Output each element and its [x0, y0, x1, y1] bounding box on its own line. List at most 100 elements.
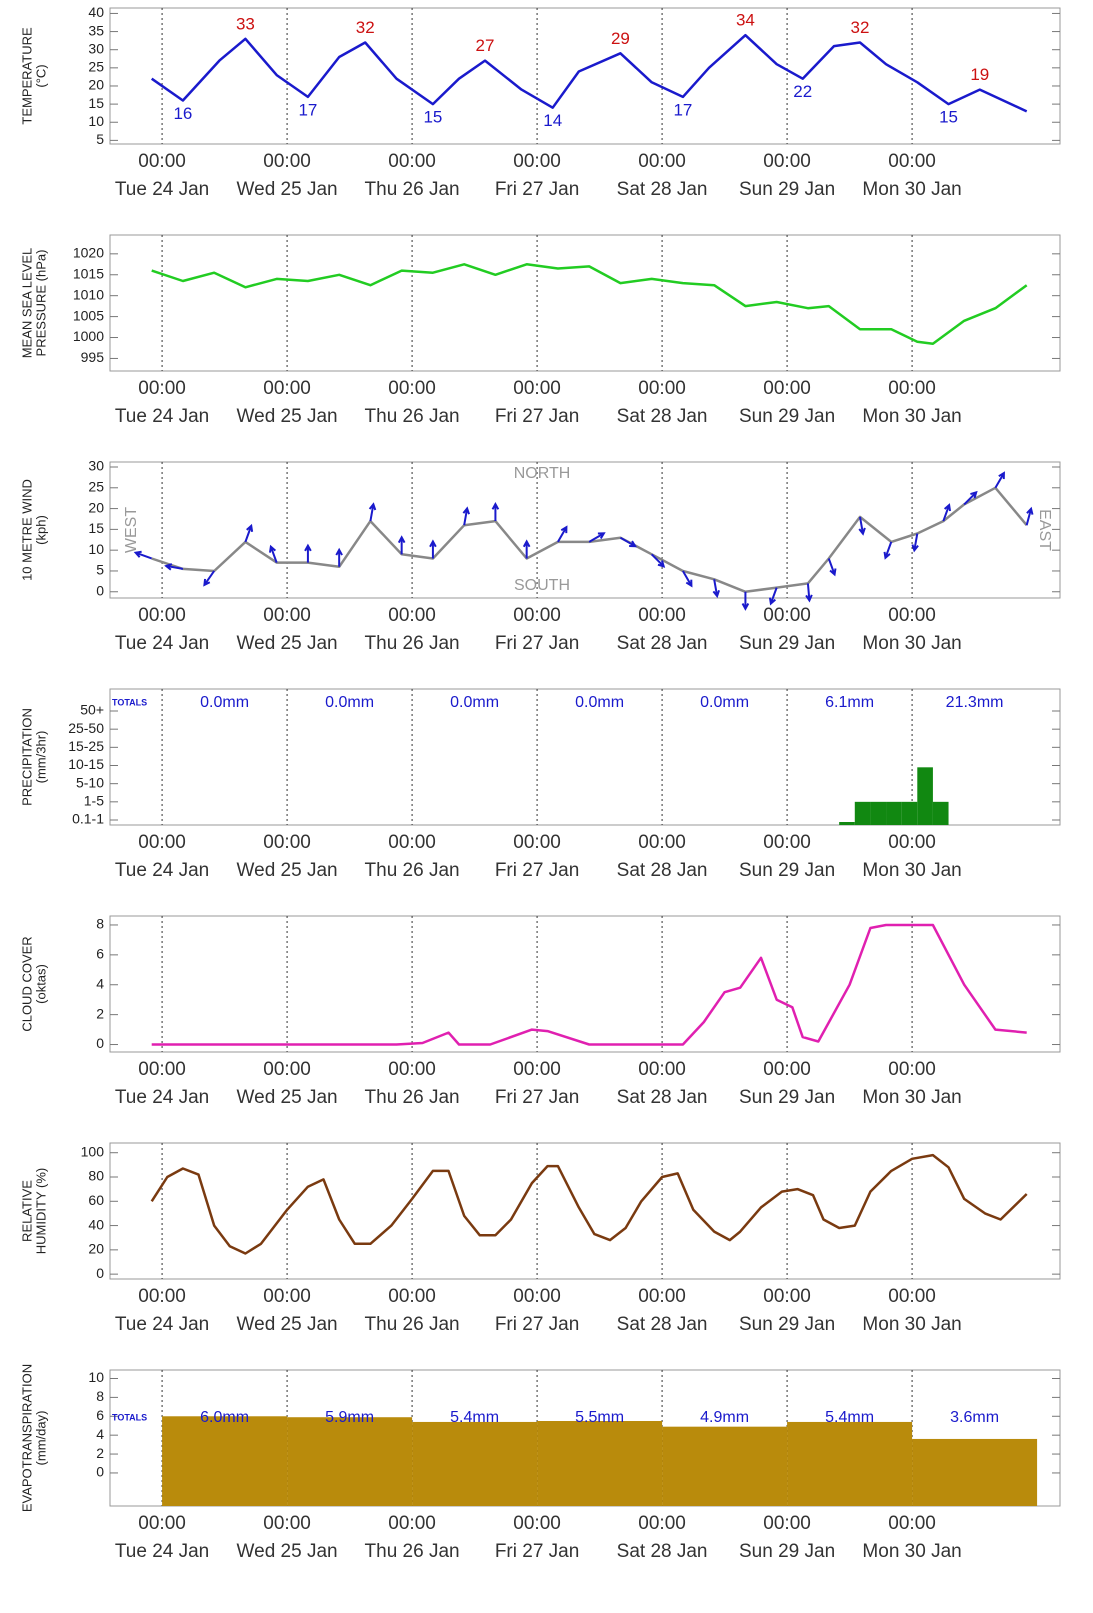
x-tick-label: 00:00 — [638, 1059, 686, 1080]
y-tick-label: 80 — [88, 1168, 104, 1184]
y-tick-label: 1015 — [73, 265, 104, 281]
x-day-label: Sun 29 Jan — [739, 406, 835, 427]
wind-arrow — [588, 532, 606, 543]
bar — [287, 1417, 413, 1506]
y-axis-label: (mm/3hr) — [33, 731, 48, 784]
x-day-label: Sun 29 Jan — [739, 860, 835, 881]
wind-arrow — [1025, 506, 1034, 526]
x-tick-label: 00:00 — [888, 1059, 936, 1080]
wind-arrow — [397, 535, 406, 555]
data-line — [150, 1153, 1028, 1255]
x-day-label: Tue 24 Jan — [115, 860, 209, 881]
x-tick-label: 00:00 — [138, 1286, 186, 1307]
total-value: 5.4mm — [450, 1409, 499, 1426]
y-axis-label: (mm/day) — [33, 1411, 48, 1466]
wind-arrow — [304, 543, 312, 563]
total-value: 0.0mm — [450, 694, 499, 711]
x-day-label: Tue 24 Jan — [115, 633, 209, 654]
x-tick-label: 00:00 — [263, 1513, 311, 1534]
wind-arrow — [741, 591, 750, 611]
plot-frame — [109, 7, 1061, 145]
y-tick-label: 20 — [88, 499, 104, 515]
x-tick-label: 00:00 — [513, 1059, 561, 1080]
extreme-label: 17 — [673, 100, 692, 119]
y-tick-label: 10 — [88, 1369, 104, 1385]
panel: MEAN SEA LEVEL PRESSURE (hPa) 995 1000 1005 1… — [19, 234, 1061, 427]
plot-frame — [109, 461, 1061, 599]
y-axis-label: EVAPOTRANSPIRATION — [19, 1364, 34, 1512]
x-day-label: Thu 26 Jan — [365, 406, 460, 427]
wind-arrow — [712, 579, 720, 599]
wind-arrow — [522, 539, 531, 559]
wind-arrow — [133, 550, 153, 560]
wind-arrow — [203, 570, 215, 587]
x-tick-label: 00:00 — [638, 151, 686, 172]
x-tick-label: 00:00 — [763, 151, 811, 172]
y-tick-label: 15-25 — [68, 738, 104, 754]
data-line — [151, 923, 1027, 1046]
panel: TEMPERATURE (°C) 5 10 15 20 25 30 35 40 00:00 Tue 2… — [19, 4, 1061, 200]
wind-arrow — [994, 471, 1005, 489]
y-tick-label: 4 — [96, 975, 104, 991]
wind-arrow — [942, 503, 952, 522]
x-day-label: Mon 30 Jan — [862, 179, 961, 200]
x-tick-label: 00:00 — [513, 151, 561, 172]
plot-frame — [109, 688, 1061, 826]
wind-arrow — [491, 501, 500, 522]
y-axis-label: PRESSURE (hPa) — [33, 250, 48, 357]
panel: CLOUD COVER (oktas) 0 2 4 6 8 00:00 Tue 24 Jan 00… — [19, 915, 1061, 1108]
x-day-label: Sun 29 Jan — [739, 633, 835, 654]
total-value: 0.0mm — [325, 694, 374, 711]
y-tick-label: 6 — [96, 1407, 104, 1423]
y-tick-label: 2 — [96, 1445, 104, 1461]
extreme-label: 34 — [736, 11, 755, 30]
y-tick-label: 1000 — [73, 328, 104, 344]
x-day-label: Fri 27 Jan — [495, 179, 579, 200]
x-tick-label: 00:00 — [138, 832, 186, 853]
x-day-label: Mon 30 Jan — [862, 860, 961, 881]
extreme-label: 22 — [793, 82, 812, 101]
total-value: 5.9mm — [325, 1409, 374, 1426]
x-tick-label: 00:00 — [263, 378, 311, 399]
wind-arrow — [827, 558, 837, 577]
x-day-label: Wed 25 Jan — [237, 179, 338, 200]
wind-arrow — [429, 539, 437, 559]
x-tick-label: 00:00 — [388, 1286, 436, 1307]
x-day-label: Sun 29 Jan — [739, 1087, 835, 1108]
x-tick-label: 00:00 — [763, 832, 811, 853]
y-tick-label: 10 — [88, 113, 104, 129]
x-day-label: Mon 30 Jan — [862, 1314, 961, 1335]
x-day-label: Sat 28 Jan — [617, 179, 708, 200]
y-axis-label: PRECIPITATION — [19, 708, 34, 806]
x-tick-label: 00:00 — [513, 378, 561, 399]
panel: RELATIVE HUMIDITY (%) 0 20 40 60 80 100 00:00 Tue… — [19, 1142, 1061, 1335]
x-tick-label: 00:00 — [263, 605, 311, 626]
compass-label: EAST — [1036, 509, 1053, 551]
x-day-label: Sun 29 Jan — [739, 179, 835, 200]
x-tick-label: 00:00 — [138, 378, 186, 399]
total-value: 0.0mm — [700, 694, 749, 711]
bar — [932, 801, 949, 825]
data-line — [151, 263, 1028, 346]
wind-arrow — [682, 570, 693, 588]
x-day-label: Thu 26 Jan — [365, 1541, 460, 1562]
x-tick-label: 00:00 — [388, 832, 436, 853]
y-tick-label: 20 — [88, 1241, 104, 1257]
panel: PRECIPITATION (mm/3hr) 0.1-1 1-5 5-10 10-15 15… — [19, 688, 1061, 881]
x-tick-label: 00:00 — [638, 1513, 686, 1534]
x-day-label: Mon 30 Jan — [862, 633, 961, 654]
y-tick-label: 25 — [88, 59, 104, 75]
y-tick-label: 0 — [96, 582, 104, 598]
bar — [662, 1426, 788, 1506]
extreme-label: 16 — [173, 104, 192, 123]
bar — [854, 801, 871, 825]
total-value: 21.3mm — [946, 694, 1004, 711]
compass-label: NORTH — [514, 465, 571, 482]
x-tick-label: 00:00 — [888, 605, 936, 626]
y-tick-label: 995 — [81, 349, 105, 365]
y-tick-label: 30 — [88, 40, 104, 56]
x-day-label: Sat 28 Jan — [617, 1087, 708, 1108]
y-tick-label: 40 — [88, 4, 104, 20]
x-day-label: Sat 28 Jan — [617, 633, 708, 654]
x-tick-label: 00:00 — [263, 151, 311, 172]
